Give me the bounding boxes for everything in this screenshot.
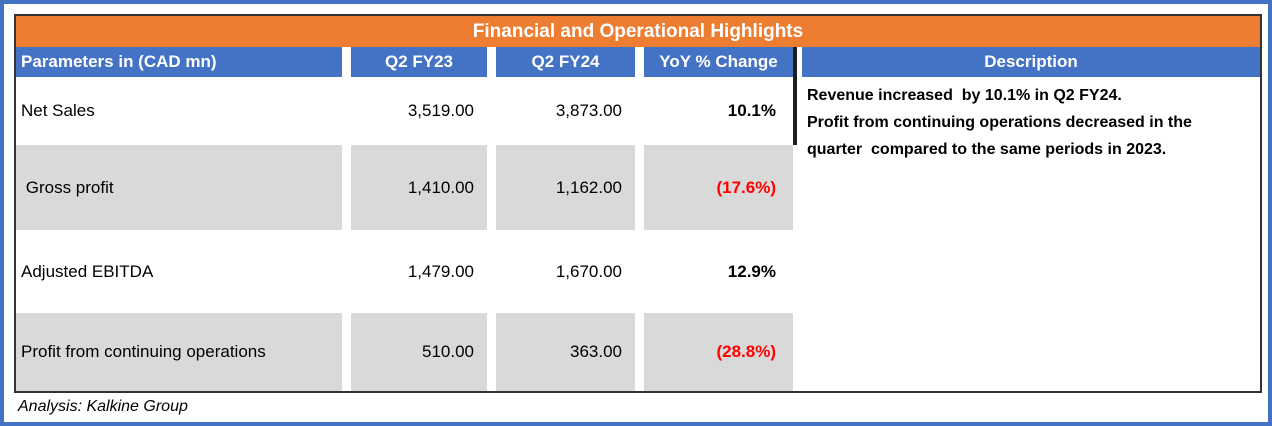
header-cell-yoy: YoY % Change — [644, 47, 797, 77]
row-gross-profit-yoy: (17.6%) — [644, 145, 797, 230]
header-cell-parameters: Parameters in (CAD mn) — [16, 47, 351, 77]
row-profit-continuing-q2fy23: 510.00 — [351, 313, 496, 391]
table-title: Financial and Operational Highlights — [472, 20, 804, 42]
header-cell-q2fy24: Q2 FY24 — [496, 47, 644, 77]
row-adjusted-ebitda-q2fy24: 1,670.00 — [496, 230, 644, 313]
description-cell: Revenue increased by 10.1% in Q2 FY24. P… — [797, 77, 1260, 391]
row-gross-profit-q2fy23: 1,410.00 — [351, 145, 496, 230]
description-text-line2: Profit from continuing operations decrea… — [807, 114, 1197, 158]
row-adjusted-ebitda-yoy: 12.9% — [644, 230, 797, 313]
table-title-bar: Financial and Operational Highlights — [16, 16, 1260, 47]
row-net-sales-label: Net Sales — [16, 77, 351, 145]
row-gross-profit-q2fy24: 1,162.00 — [496, 145, 644, 230]
description-text-line1: Revenue increased by 10.1% in Q2 FY24. — [807, 87, 1122, 104]
header-cell-description: Description — [797, 47, 1260, 77]
header-cell-q2fy23: Q2 FY23 — [351, 47, 496, 77]
source-note: Analysis: Kalkine Group — [18, 398, 188, 415]
row-profit-continuing-label: Profit from continuing operations — [16, 313, 351, 391]
row-gross-profit-label: Gross profit — [16, 145, 351, 230]
row-net-sales-q2fy23: 3,519.00 — [351, 77, 496, 145]
table-grid: Parameters in (CAD mn) Q2 FY23 Q2 FY24 Y… — [16, 47, 1260, 391]
highlights-table: Financial and Operational Highlights Par… — [14, 14, 1262, 393]
row-profit-continuing-yoy: (28.8%) — [644, 313, 797, 391]
row-net-sales-q2fy24: 3,873.00 — [496, 77, 644, 145]
row-adjusted-ebitda-label: Adjusted EBITDA — [16, 230, 351, 313]
row-profit-continuing-q2fy24: 363.00 — [496, 313, 644, 391]
row-net-sales-yoy: 10.1% — [644, 77, 797, 145]
row-adjusted-ebitda-q2fy23: 1,479.00 — [351, 230, 496, 313]
